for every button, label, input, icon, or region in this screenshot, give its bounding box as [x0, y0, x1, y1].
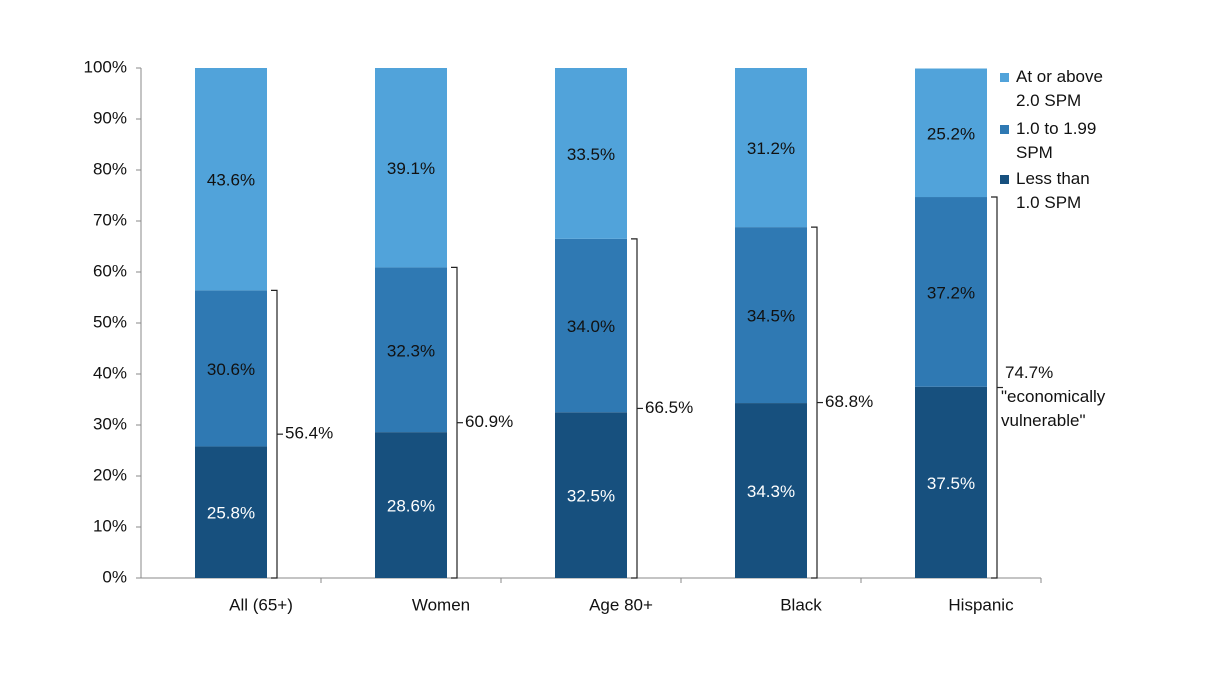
- annotation-note: vulnerable": [1001, 411, 1085, 430]
- legend-swatch: [1000, 73, 1009, 82]
- bar-segment: [195, 68, 267, 291]
- x-tick-label: Women: [412, 595, 470, 614]
- bar-segment: [375, 267, 447, 433]
- value-label: 32.3%: [387, 341, 435, 360]
- bar-segment: [915, 68, 987, 198]
- bar-segment: [375, 68, 447, 268]
- value-label: 34.5%: [747, 307, 795, 326]
- value-label: 32.5%: [567, 487, 615, 506]
- annotation-label: 56.4%: [285, 424, 333, 443]
- y-tick-label: 10%: [93, 516, 127, 535]
- legend-label: Less than 1.0 SPM: [1016, 169, 1090, 212]
- legend-swatch: [1000, 175, 1009, 184]
- y-tick-label: 100%: [84, 57, 127, 76]
- bracket: [991, 196, 998, 579]
- bar-segment: [195, 290, 267, 447]
- value-label: 34.0%: [567, 317, 615, 336]
- y-tick-label: 60%: [93, 261, 127, 280]
- bracket: [271, 289, 278, 579]
- value-label: 30.6%: [207, 360, 255, 379]
- bar-segment: [915, 386, 987, 578]
- annotation-note: "economically: [1001, 387, 1106, 406]
- annotation-label: 68.8%: [825, 392, 873, 411]
- value-label: 43.6%: [207, 171, 255, 190]
- annotation-label: 74.7%: [1005, 363, 1053, 382]
- y-tick-label: 40%: [93, 363, 127, 382]
- value-label: 33.5%: [567, 145, 615, 164]
- value-label: 37.5%: [927, 474, 975, 493]
- y-tick-label: 30%: [93, 414, 127, 433]
- bracket: [631, 238, 638, 579]
- legend-label: At or above 2.0 SPM: [1016, 67, 1103, 110]
- bar-segment: [735, 68, 807, 228]
- x-tick-label: Black: [780, 595, 822, 614]
- value-label: 25.8%: [207, 504, 255, 523]
- legend-swatch: [1000, 125, 1009, 134]
- y-tick-label: 80%: [93, 159, 127, 178]
- bar-segment: [735, 403, 807, 578]
- x-tick-label: Hispanic: [948, 595, 1014, 614]
- bar-segment: [195, 446, 267, 578]
- value-label: 25.2%: [927, 124, 975, 143]
- bar-segment: [555, 238, 627, 413]
- value-label: 34.3%: [747, 482, 795, 501]
- bracket: [451, 266, 458, 579]
- y-tick-label: 50%: [93, 312, 127, 331]
- y-tick-label: 0%: [102, 567, 127, 586]
- y-tick-label: 90%: [93, 108, 127, 127]
- bar-segment: [915, 197, 987, 387]
- annotation-label: 60.9%: [465, 412, 513, 431]
- legend-label: 1.0 to 1.99 SPM: [1016, 119, 1096, 162]
- x-tick-label: All (65+): [229, 595, 293, 614]
- bar-segment: [555, 412, 627, 578]
- y-tick-label: 70%: [93, 210, 127, 229]
- value-label: 37.2%: [927, 283, 975, 302]
- bar-segment: [555, 68, 627, 239]
- value-label: 31.2%: [747, 139, 795, 158]
- bar-segment: [735, 227, 807, 404]
- annotation-label: 66.5%: [645, 398, 693, 417]
- y-tick-label: 20%: [93, 465, 127, 484]
- value-label: 39.1%: [387, 159, 435, 178]
- x-tick-label: Age 80+: [589, 595, 653, 614]
- bracket: [811, 226, 818, 579]
- value-label: 28.6%: [387, 497, 435, 516]
- bar-segment: [375, 432, 447, 578]
